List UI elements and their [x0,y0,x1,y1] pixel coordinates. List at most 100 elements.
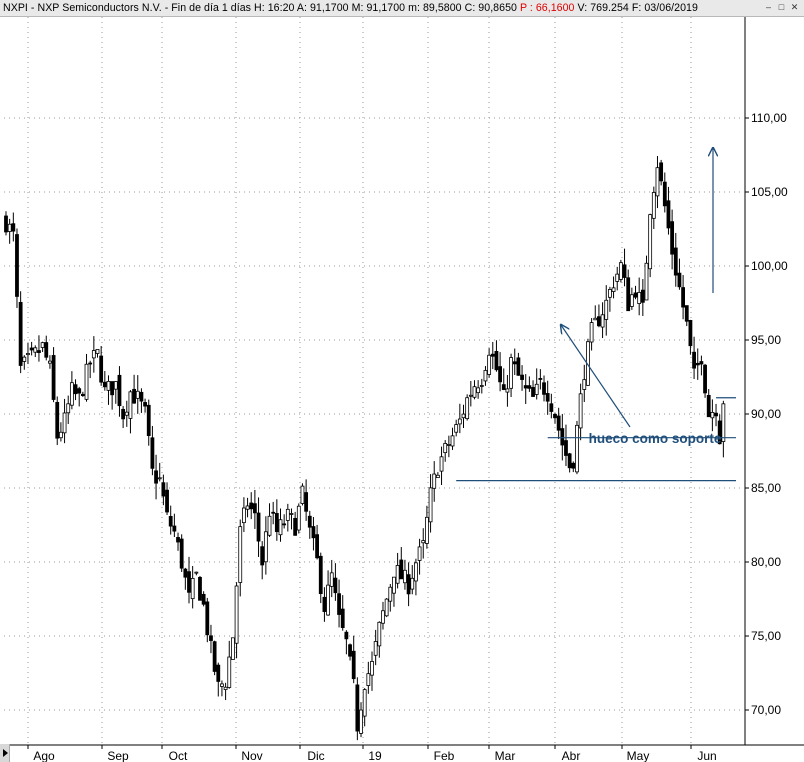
candle-body [414,562,418,582]
candle-body [494,350,499,371]
candle-body [542,382,546,395]
candle-body [604,299,609,320]
candle-body [388,586,393,602]
candle-body [666,200,671,229]
candle-body [435,474,440,479]
candle-body [289,513,294,515]
candle-body [26,353,30,356]
candle-body [44,342,49,358]
y-tick-label: 100,00 [751,259,788,273]
candle-body [113,381,118,390]
candle-body [40,342,45,348]
candle-body [618,262,623,280]
quote-main: NXPI - NXP Semiconductors N.V. - Fin de … [3,2,517,14]
candle-body [446,444,451,446]
x-tick-label: Mar [495,749,516,762]
candle-body [600,314,605,328]
minimize-icon[interactable]: – [765,2,771,12]
candle-body [637,292,642,304]
candle-body [659,162,664,182]
candle-body [194,571,199,574]
candle-body [22,356,27,362]
candle-body [520,374,524,380]
candle-body [717,420,722,445]
y-tick-label: 85,00 [751,481,781,495]
candle-body [662,181,667,207]
candle-body [176,537,180,543]
candle-body [201,593,206,605]
candle-body [395,565,400,584]
candle-body [688,320,693,347]
candle-body [468,394,473,397]
candle-body [692,351,696,369]
y-tick-label: 75,00 [751,629,781,643]
candle-body [721,403,726,442]
candle-body [615,273,620,282]
candle-body [304,492,309,512]
candle-body [392,576,396,594]
candle-body [69,382,74,406]
candle-body [410,577,415,590]
candle-body [296,505,301,531]
candle-body [589,322,594,343]
candle-body [77,388,82,394]
candle-body [271,511,276,514]
candle-body [677,272,682,288]
price-chart: hueco como soporte 70,00 75,00 80,00 85,00 9… [0,17,804,762]
candle-body [168,516,173,527]
candle-body [424,516,429,544]
candle-body [183,568,188,578]
candle-body [88,362,93,365]
candle-body [154,470,158,484]
candle-body [311,526,316,539]
candle-body [670,221,675,255]
candle-body [710,412,715,419]
candle-body [161,482,166,497]
candle-body [549,403,554,412]
candle-body [256,512,261,542]
y-tick-label: 95,00 [751,333,781,347]
candle-body [571,462,576,469]
y-tick-label: 80,00 [751,555,781,569]
x-tick-label: Feb [434,749,455,762]
candle-body [263,531,268,563]
candle-body [95,348,100,354]
candle-body [534,383,539,395]
candle-body [439,456,444,472]
candle-body [703,364,707,394]
y-tick-label: 110,00 [751,111,787,125]
candle-body [626,277,631,312]
candle-body [695,362,700,366]
candle-body [611,287,616,292]
close-icon[interactable]: ✕ [790,2,799,12]
candle-body [62,412,67,434]
candle-body [234,585,239,644]
candle-body [187,571,191,593]
candle-body [359,709,363,734]
candle-body [655,167,660,197]
candle-body [545,393,550,402]
x-tick-label: Ago [33,749,55,762]
candle-body [479,385,484,387]
candle-body [673,247,678,276]
candle-body [366,673,371,686]
candle-body [190,577,195,600]
candle-body [300,485,305,504]
maximize-icon[interactable]: □ [778,2,785,12]
candle-body [472,386,477,398]
candle-body [238,526,243,583]
candle-body [633,292,638,298]
candle-body [629,294,634,307]
candle-body [326,584,330,616]
candle-body [51,355,56,400]
candle-body [84,363,89,400]
scroll-left-button[interactable] [0,744,10,762]
candle-body [417,546,422,561]
candle-body [245,505,250,510]
candle-body [457,418,462,425]
x-tick-label: May [627,749,650,762]
candle-body [146,404,151,436]
candle-body [344,631,349,640]
candle-body [282,523,287,526]
candle-body [157,477,162,480]
